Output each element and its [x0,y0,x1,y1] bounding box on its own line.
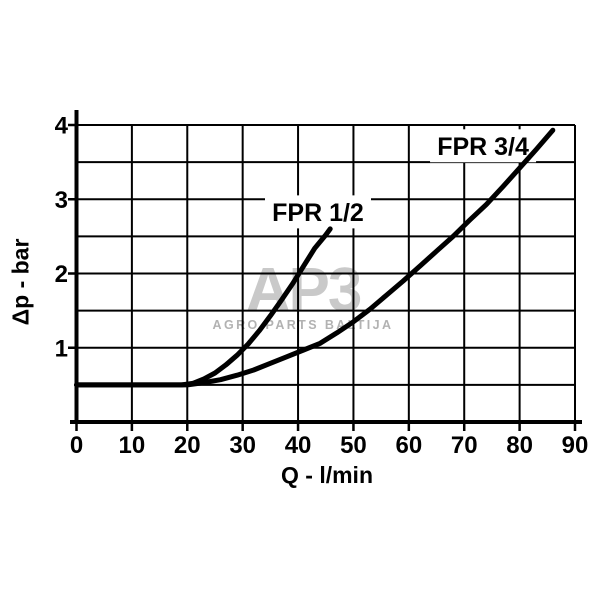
x-tick-label: 0 [70,432,83,459]
x-tick-label: 90 [562,432,589,459]
x-tick-label: 70 [451,432,478,459]
series-label: FPR 3/4 [437,133,529,161]
curve-fpr-3-4 [74,127,556,388]
x-tick-label: 50 [340,432,367,459]
x-axis-title: Q - l/min [281,462,373,488]
y-axis-title: Δp - bar [7,238,34,326]
x-tick-label: 40 [285,432,312,459]
x-tick-label: 10 [119,432,146,459]
x-tick-label: 20 [174,432,201,459]
x-tick-label: 30 [229,432,256,459]
y-tick-label: 3 [55,187,68,214]
series-label-mask [264,195,371,229]
series-label-mask [430,129,537,163]
x-tick-label: 80 [506,432,533,459]
curve-fpr-1-2 [74,226,333,388]
x-tick-label: 60 [395,432,422,459]
y-tick-label: 2 [55,261,68,288]
y-tick-label: 1 [55,335,68,362]
series-label: FPR 1/2 [272,199,364,227]
y-tick-label: 4 [55,113,69,140]
